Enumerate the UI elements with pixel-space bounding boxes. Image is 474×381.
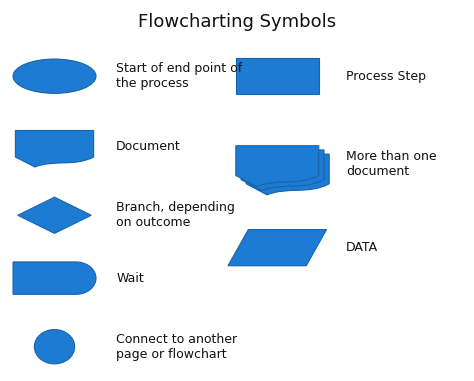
Text: Wait: Wait	[116, 272, 144, 285]
PathPatch shape	[246, 154, 329, 195]
Ellipse shape	[13, 59, 96, 93]
Ellipse shape	[34, 330, 75, 364]
PathPatch shape	[236, 146, 319, 186]
PathPatch shape	[241, 150, 324, 190]
Polygon shape	[228, 229, 327, 266]
Text: Flowcharting Symbols: Flowcharting Symbols	[138, 13, 336, 31]
Text: More than one
document: More than one document	[346, 150, 437, 178]
Bar	[236, 58, 319, 94]
Polygon shape	[18, 197, 91, 233]
Text: Branch, depending
on outcome: Branch, depending on outcome	[116, 201, 235, 229]
Text: Start of end point of
the process: Start of end point of the process	[116, 62, 242, 90]
Text: Connect to another
page or flowchart: Connect to another page or flowchart	[116, 333, 237, 361]
PathPatch shape	[15, 130, 94, 167]
Text: DATA: DATA	[346, 241, 378, 254]
PathPatch shape	[13, 262, 96, 294]
Text: Process Step: Process Step	[346, 70, 426, 83]
Text: Document: Document	[116, 140, 181, 153]
